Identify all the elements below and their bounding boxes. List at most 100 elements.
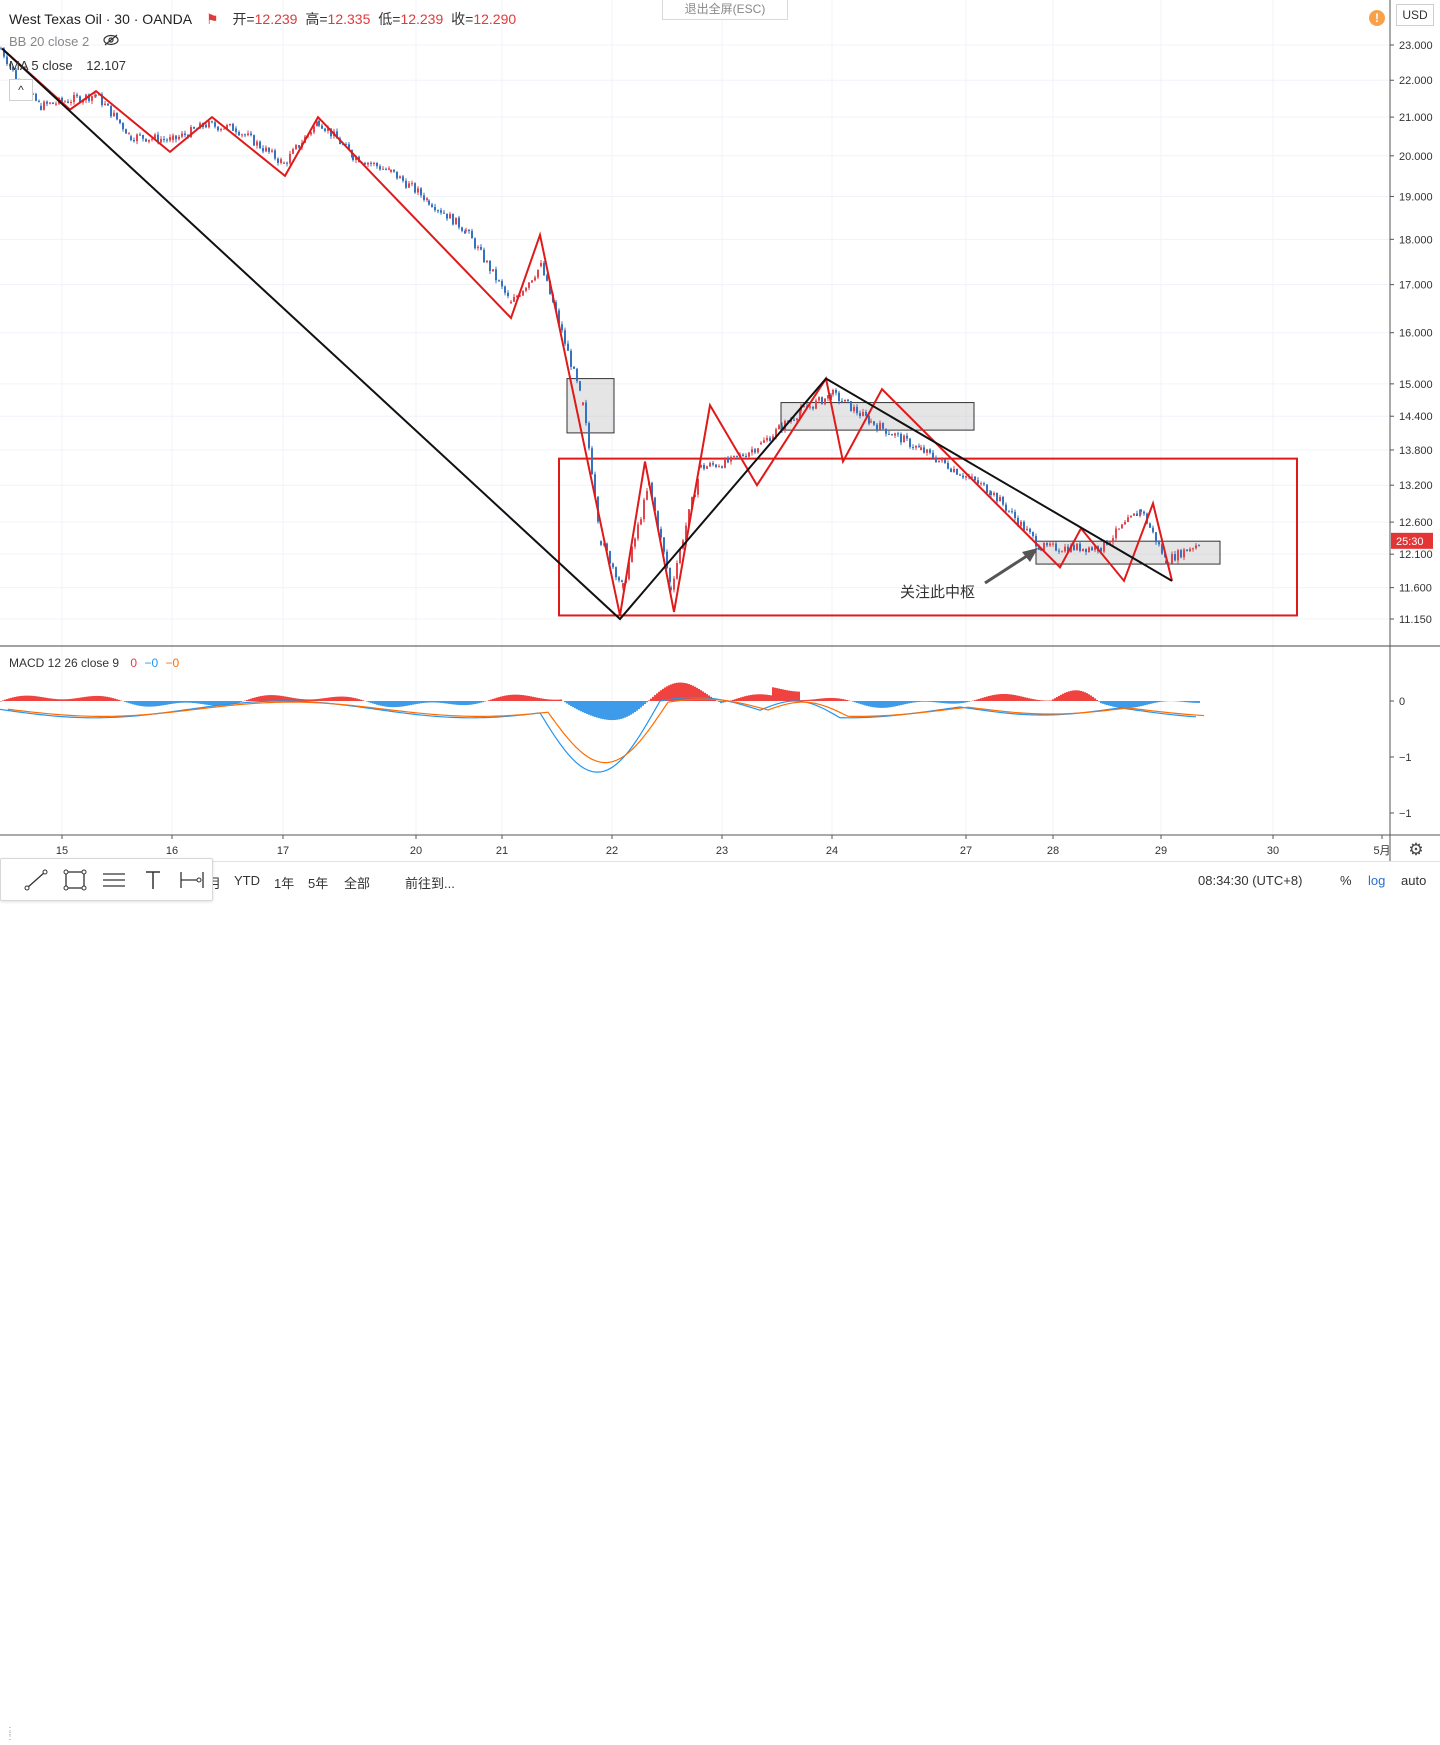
price-tick-label: 15.000 xyxy=(1399,379,1433,391)
exit-fullscreen-button[interactable]: 退出全屏(ESC) xyxy=(662,0,788,20)
macd-histogram-bar xyxy=(98,696,100,701)
candle-body xyxy=(211,121,213,122)
bb-legend[interactable]: BB 20 close 2 xyxy=(9,34,123,49)
candle-body xyxy=(64,101,66,102)
candle-body xyxy=(1064,547,1066,552)
macd-histogram-bar xyxy=(196,701,198,703)
candle-body xyxy=(865,412,867,416)
text-tool-icon[interactable] xyxy=(139,867,167,893)
candle-body xyxy=(220,129,222,130)
macd-histogram-bar xyxy=(344,697,346,701)
settings-gear-icon[interactable]: ⚙ xyxy=(1406,841,1426,859)
macd-histogram-bar xyxy=(134,701,136,705)
macd-histogram-bar xyxy=(118,700,120,701)
log-toggle[interactable]: log xyxy=(1368,873,1385,888)
macd-histogram-bar xyxy=(394,701,396,707)
rectangle-tool-icon[interactable] xyxy=(61,867,89,893)
macd-histogram-bar xyxy=(876,701,878,708)
macd-legend[interactable]: MACD 12 26 close 9 0 −0 −0 xyxy=(9,656,183,670)
goto-date-button[interactable]: 前往到... xyxy=(405,873,455,892)
drag-handle-icon[interactable]: ⋮⋮ xyxy=(5,1729,11,1745)
macd-histogram-bar xyxy=(1078,691,1080,701)
currency-button[interactable]: USD xyxy=(1396,4,1434,26)
macd-histogram-bar xyxy=(818,699,820,701)
macd-histogram-bar xyxy=(858,701,860,704)
chevron-up-icon: ^ xyxy=(18,83,24,97)
macd-histogram-bar xyxy=(890,701,892,707)
candles xyxy=(0,47,1200,593)
macd-pane xyxy=(0,683,1204,773)
macd-histogram-bar xyxy=(836,698,838,701)
candle-body xyxy=(390,170,392,172)
macd-histogram-bar xyxy=(664,688,666,701)
eye-off-icon[interactable] xyxy=(103,34,119,49)
candle-body xyxy=(715,465,717,467)
chart-canvas[interactable]: 23.00022.00021.00020.00019.00018.00017.0… xyxy=(0,0,1440,899)
symbol-title: West Texas Oil · 30 · OANDA xyxy=(9,11,192,27)
auto-toggle[interactable]: auto xyxy=(1401,873,1426,888)
time-tick-label: 17 xyxy=(277,845,289,857)
macd-histogram-bar xyxy=(916,701,918,702)
macd-histogram-bar xyxy=(518,695,520,701)
range-all-button[interactable]: 全部 xyxy=(344,873,370,892)
candle-body xyxy=(455,218,457,225)
macd-histogram-bar xyxy=(1158,701,1160,702)
macd-histogram-bar xyxy=(580,701,582,711)
parallel-channel-tool-icon[interactable] xyxy=(100,867,128,893)
bb-label: BB 20 close 2 xyxy=(9,34,89,49)
macd-histogram-bar xyxy=(400,701,402,707)
macd-histogram-bar xyxy=(398,701,400,707)
macd-histogram-bar xyxy=(906,701,908,704)
collapse-legend-button[interactable]: ^ xyxy=(9,79,33,101)
range-5y-button[interactable]: 5年 xyxy=(308,873,328,892)
macd-histogram-bar xyxy=(902,701,904,705)
macd-histogram-bar xyxy=(1182,701,1184,702)
macd-histogram-bar xyxy=(338,697,340,701)
candle-body xyxy=(498,280,500,281)
candle-body xyxy=(912,447,914,448)
macd-tick-label: −1 xyxy=(1399,752,1412,764)
range-1y-button[interactable]: 1年 xyxy=(274,873,294,892)
macd-histogram-bar xyxy=(806,700,808,701)
macd-histogram-bar xyxy=(14,697,16,701)
macd-histogram-bar xyxy=(362,700,364,701)
candle-body xyxy=(437,210,439,211)
ma-legend[interactable]: MA 5 close 12.107 xyxy=(9,58,130,73)
range-ytd-button[interactable]: YTD xyxy=(234,873,260,888)
candle-body xyxy=(483,250,485,262)
macd-histogram-bar xyxy=(744,696,746,701)
candle-body xyxy=(489,261,491,271)
macd-histogram-bar xyxy=(468,701,470,705)
candle-body xyxy=(286,163,288,164)
candle-body xyxy=(474,238,476,248)
candle-body xyxy=(573,367,575,369)
macd-histogram-bar xyxy=(928,701,930,702)
candle-body xyxy=(440,210,442,212)
candle-body xyxy=(778,425,780,429)
macd-histogram-bar xyxy=(766,695,768,701)
trendline-tool-icon[interactable] xyxy=(22,867,50,893)
macd-histogram-bar xyxy=(140,701,142,706)
macd-histogram-bar xyxy=(444,701,446,703)
candle-body xyxy=(870,421,872,422)
macd-histogram-bar xyxy=(382,701,384,706)
warning-icon[interactable]: ! xyxy=(1369,10,1385,26)
macd-histogram-bar xyxy=(174,701,176,703)
macd-histogram-bar xyxy=(1152,701,1154,703)
macd-histogram-bar xyxy=(802,700,804,701)
macd-histogram-bar xyxy=(1118,701,1120,708)
macd-histogram-bar xyxy=(736,699,738,701)
clock-display[interactable]: 08:34:30 (UTC+8) xyxy=(1198,873,1302,888)
candle-body xyxy=(119,119,121,123)
macd-histogram-bar xyxy=(1040,700,1042,701)
candle-body xyxy=(564,330,566,343)
macd-histogram-bar xyxy=(1014,695,1016,701)
macd-histogram-bar xyxy=(1106,701,1108,705)
macd-histogram-bar xyxy=(788,691,790,701)
candle-body xyxy=(452,214,454,225)
macd-histogram-bar xyxy=(992,695,994,701)
percent-toggle[interactable]: % xyxy=(1340,873,1352,888)
measure-tool-icon[interactable] xyxy=(177,867,205,893)
macd-histogram-bar xyxy=(28,696,30,701)
candle-body xyxy=(824,398,826,404)
